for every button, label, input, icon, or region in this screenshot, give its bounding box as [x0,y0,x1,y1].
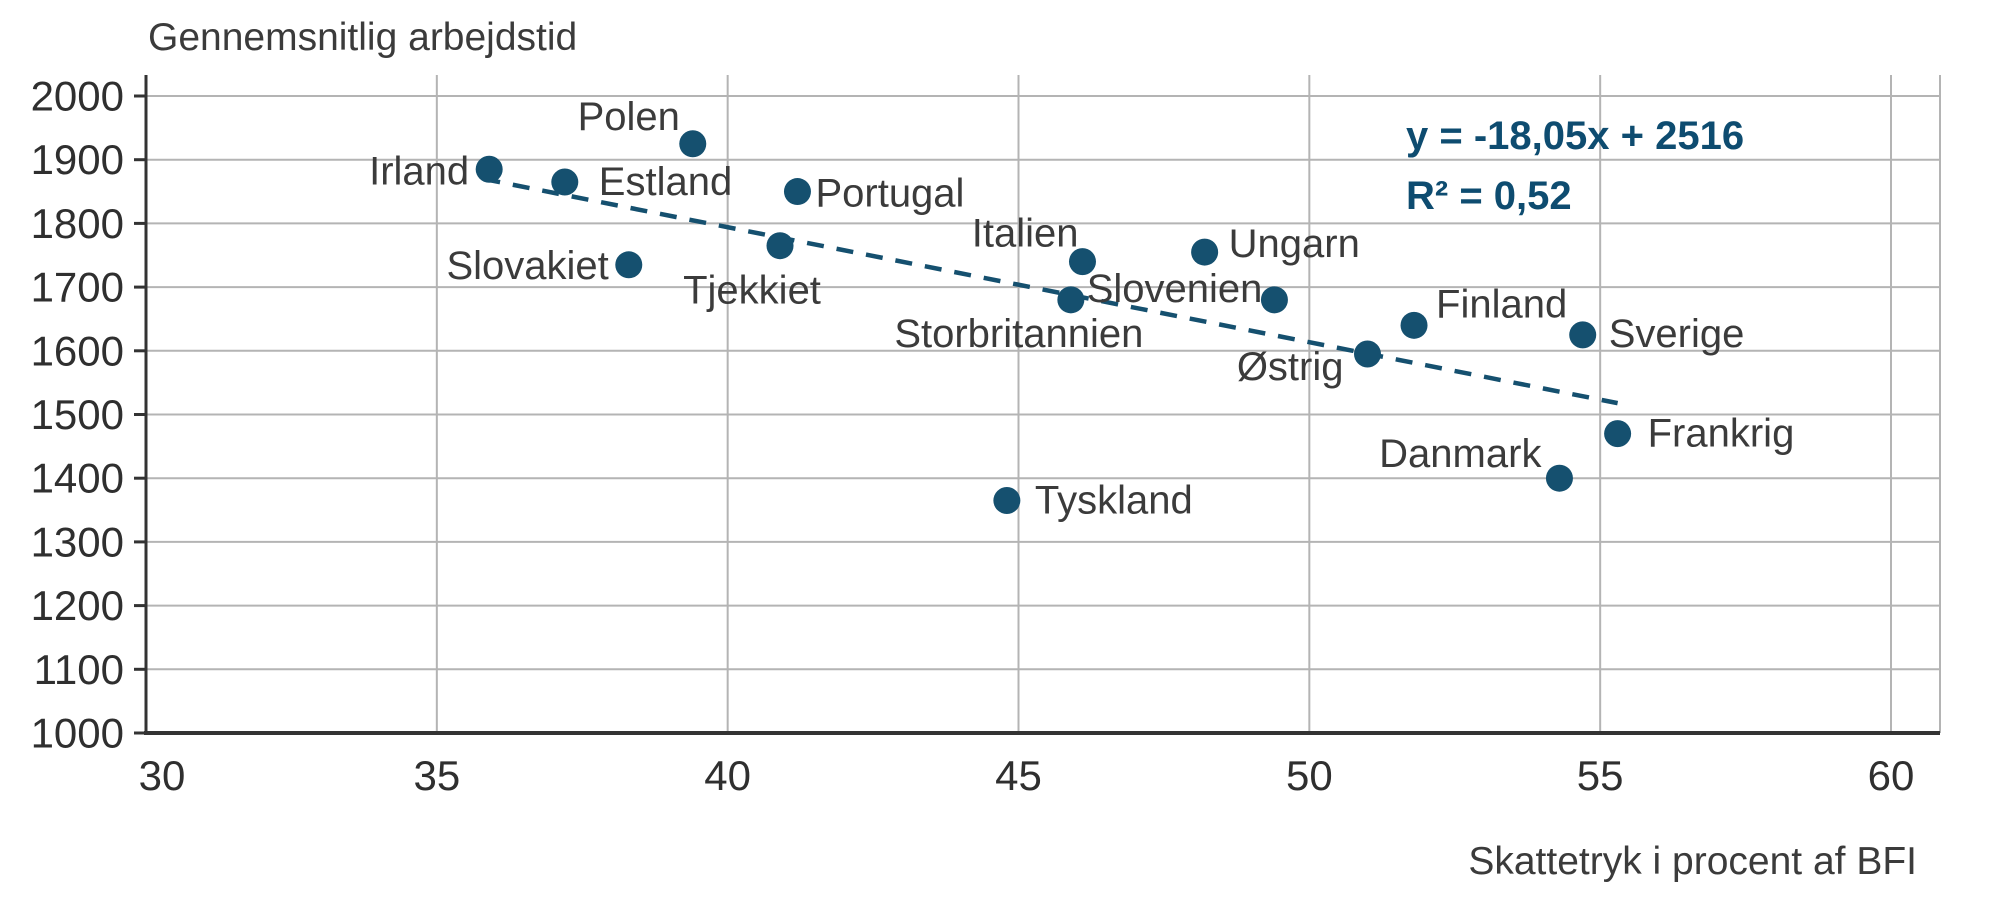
data-point-label-slovenien: Slovenien [1087,267,1263,311]
y-tick-label-1400: 1400 [31,455,124,502]
data-point-frankrig [1604,420,1632,448]
trendline-equation-block: y = -18,05x + 2516 R² = 0,52 [1406,106,1744,226]
y-tick-label-1800: 1800 [31,200,124,247]
data-point-italien [1068,248,1096,276]
data-point-label-irland: Irland [369,149,469,193]
data-point-irland [475,155,503,183]
data-point-slovakiet [615,251,643,279]
data-point-label-frankrig: Frankrig [1648,412,1795,456]
data-point-label-storbritannien: Storbritannien [894,312,1143,356]
data-point-label-sverige: Sverige [1609,312,1745,356]
x-tick-label-35: 35 [413,752,460,799]
chart-title: Gennemsnitlig arbejdstid [148,16,578,59]
data-point-polen [679,130,707,158]
data-point-label-portugal: Portugal [815,172,964,216]
x-tick-label-55: 55 [1577,752,1624,799]
data-point-label-slovakiet: Slovakiet [446,244,608,288]
y-tick-label-1500: 1500 [31,391,124,438]
y-tick-label-2000: 2000 [31,73,124,120]
data-point-sverige [1569,321,1597,349]
x-tick-label-50: 50 [1286,752,1333,799]
data-point-estland [551,168,579,196]
data-point-tjekkiet [766,232,794,260]
data-point-label-tjekkiet: Tjekkiet [683,269,821,313]
data-point-danmark [1545,464,1573,492]
trendline [482,176,1619,406]
data-point-finland [1400,311,1428,339]
x-tick-label-60: 60 [1868,752,1915,799]
data-point-ungarn [1191,238,1219,266]
data-point-tyskland [993,486,1021,514]
y-tick-label-1100: 1100 [34,646,124,693]
y-tick-label-1300: 1300 [31,518,124,565]
data-point-label-estland: Estland [599,160,732,204]
data-point-ostrig [1354,340,1381,368]
trendline-r-squared: R² = 0,52 [1406,174,1572,218]
x-tick-label-45: 45 [995,752,1042,799]
data-point-portugal [783,178,811,206]
data-point-label-danmark: Danmark [1379,432,1542,476]
y-tick-label-1900: 1900 [31,136,124,183]
data-point-label-tyskland: Tyskland [1035,478,1193,522]
data-point-label-polen: Polen [578,95,680,139]
x-axis-label: Skattetryk i procent af BFI [1468,840,1917,883]
x-tick-label-30: 30 [139,752,186,799]
data-point-label-ostrig: Østrig [1237,345,1344,389]
x-tick-label-40: 40 [704,752,751,799]
data-point-label-ungarn: Ungarn [1229,222,1360,266]
y-tick-label-1600: 1600 [31,327,124,374]
trendline-equation: y = -18,05x + 2516 [1406,114,1745,158]
data-point-label-italien: Italien [972,212,1079,256]
data-point-slovenien [1260,286,1288,314]
y-tick-label-1700: 1700 [31,264,124,311]
y-tick-label-1000: 1000 [31,710,124,757]
data-point-label-finland: Finland [1436,282,1567,326]
data-point-storbritannien [1057,286,1085,314]
y-tick-label-1200: 1200 [31,582,124,629]
